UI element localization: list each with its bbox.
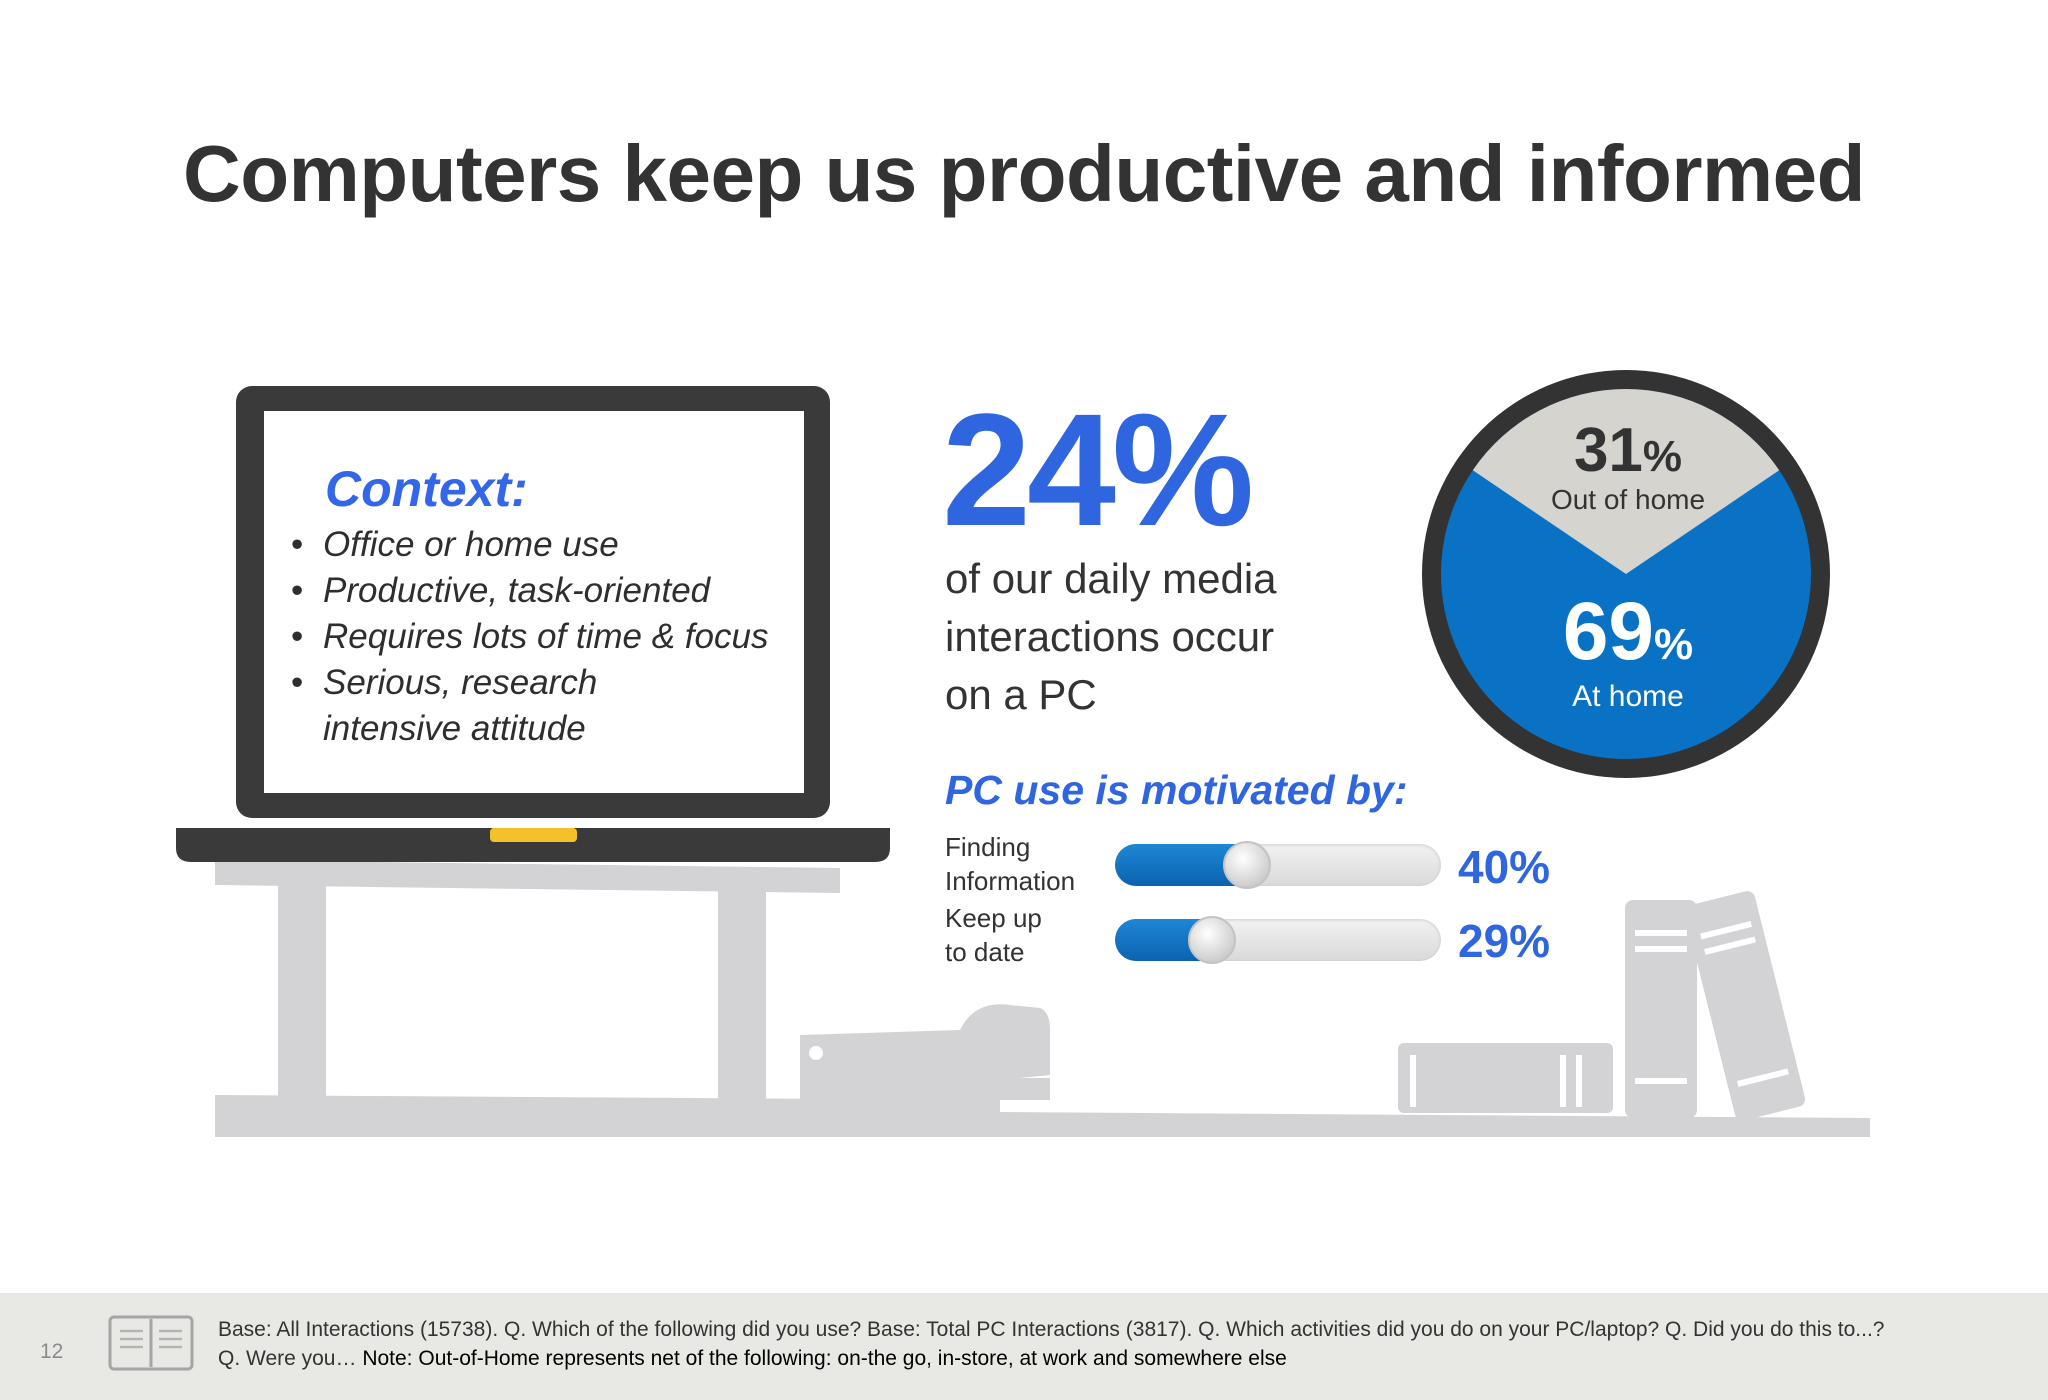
motivation-label-keep-up-to-date: Keep up to date [945, 901, 1125, 969]
footnote-line-2: Q. Were you… Note: Out-of-Home represent… [218, 1344, 2018, 1373]
footnote-line-2-prefix: Q. Were you… [218, 1347, 363, 1370]
motivation-label-line: Keep up [945, 903, 1042, 933]
pc-share-caption-line: interactions occur [945, 613, 1275, 660]
context-heading: Context: [325, 461, 528, 517]
pc-share-caption: of our daily media interactions occur on… [945, 550, 1365, 724]
motivation-label-line: Information [945, 866, 1076, 896]
books-illustration [1625, 891, 1806, 1121]
motivation-value-keep-up-to-date: 29% [1458, 915, 1551, 967]
footnote-line-1: Base: All Interactions (15738). Q. Which… [218, 1318, 1885, 1341]
out-of-home-value: 31% [1528, 415, 1728, 486]
desk-illustration [215, 860, 1870, 1137]
pc-share-value: 24% [942, 380, 1254, 559]
motivation-label-finding-information: Finding Information [945, 830, 1125, 898]
context-bullet: Requires lots of time & focus [285, 614, 768, 660]
out-of-home-unit: % [1642, 432, 1683, 481]
motivation-label-line: to date [945, 937, 1025, 967]
footer: 12 Base: All Interactions (15738). Q. Wh… [0, 1293, 2048, 1400]
context-bullet: Productive, task-oriented [285, 568, 768, 614]
pc-share-caption-line: of our daily media [945, 555, 1277, 602]
page-number: 12 [40, 1340, 64, 1363]
at-home-label: At home [1572, 680, 1684, 713]
location-pie-chart [1422, 370, 1830, 778]
context-bullet: Office or home use [285, 522, 768, 568]
motivation-heading: PC use is motivated by: [945, 767, 1408, 813]
at-home-value: 69% [1528, 585, 1728, 679]
motivation-value-finding-information: 40% [1458, 841, 1551, 893]
box-illustration [1398, 1043, 1613, 1113]
progress-knob [1187, 916, 1236, 964]
motivation-label-line: Finding [945, 832, 1031, 862]
pc-share-caption-line: on a PC [945, 671, 1097, 718]
out-of-home-number: 31 [1573, 416, 1643, 485]
footnote-note: Note: Out-of-Home represents net of the … [362, 1347, 1287, 1370]
stapler-illustration [800, 1004, 1050, 1100]
at-home-number: 69 [1562, 586, 1655, 677]
context-list: Office or home use Productive, task-orie… [285, 522, 768, 752]
at-home-unit: % [1654, 620, 1694, 669]
progress-bar-finding-information [1115, 841, 1441, 889]
laptop-led [490, 828, 577, 842]
slide-title: Computers keep us productive and informe… [183, 129, 1866, 218]
progress-knob [1223, 841, 1272, 889]
open-book-icon [108, 1315, 194, 1371]
pie-slice-out-of-home [1472, 389, 1780, 574]
out-of-home-label: Out of home [1550, 484, 1706, 515]
footnote: Base: All Interactions (15738). Q. Which… [218, 1315, 2018, 1373]
progress-bar-keep-up-to-date [1115, 916, 1441, 964]
context-bullet: Serious, research [285, 660, 768, 706]
context-bullet-continuation: intensive attitude [323, 709, 586, 748]
